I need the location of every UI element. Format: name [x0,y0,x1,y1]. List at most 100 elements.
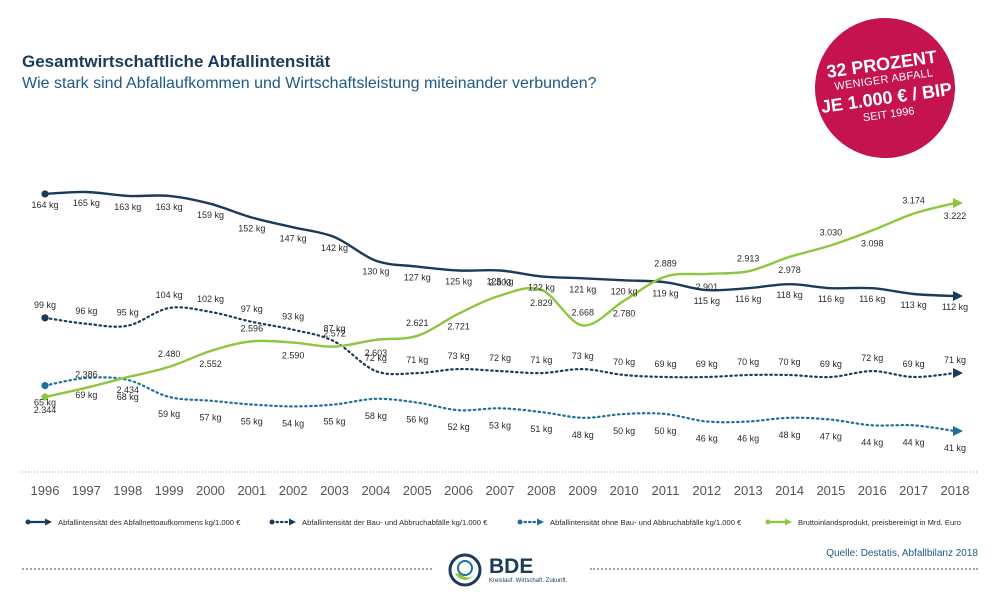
data-label: 3.222 [944,211,967,221]
chart-subtitle: Wie stark sind Abfallaufkommen und Wirts… [22,75,597,92]
data-label: 125 kg [445,276,472,286]
data-label: 44 kg [861,437,883,447]
legend-entry-label: Bruttoinlandsprodukt, preisbereinigt in … [798,518,961,527]
data-label: 122 kg [528,282,555,292]
data-label: 55 kg [241,417,263,427]
series-1-end-arrow [953,291,963,301]
series-line-3 [43,376,957,433]
x-tick-label: 2007 [486,483,515,498]
data-label: 152 kg [238,224,265,234]
data-label: 3.098 [861,238,884,248]
data-label: 3.030 [820,227,843,237]
data-label: 68 kg [117,392,139,402]
x-tick-label: 2005 [403,483,432,498]
legend-entry-label: Abfallintensität ohne Bau- und Abbruchab… [550,518,742,527]
data-label: 113 kg [900,300,926,310]
data-label: 50 kg [654,426,676,436]
series-2-start-point [41,314,49,322]
labels-layer: 164 kg 165 kg 163 kg 163 kg 159 kg 152 kg 147 … [31,196,968,453]
data-label: 2.552 [199,359,222,369]
legend-swatch-arrow [45,518,52,526]
data-label: 95 kg [117,308,139,318]
data-label: 2.434 [116,385,139,395]
data-label: 72 kg [365,353,387,363]
data-label: 69 kg [75,390,97,400]
legend-swatch-dot [765,519,771,525]
source-note: Quelle: Destatis, Abfallbilanz 2018 [826,548,978,559]
data-label: 116 kg [859,294,885,304]
logo-tagline: Kreislauf. Wirtschaft. Zukunft. [489,578,568,584]
x-tick-label: 2016 [858,483,887,498]
data-label: 93 kg [282,312,304,322]
data-label: 72 kg [489,353,511,363]
data-label: 2.603 [365,348,388,358]
footer-divider-left [22,568,432,570]
x-tick-label: 2001 [237,483,266,498]
x-tick-label: 2010 [610,483,639,498]
x-tick-label: 2003 [320,483,349,498]
series-line-2 [43,306,957,379]
data-label: 127 kg [404,273,431,283]
logo-mark-icon [448,553,482,587]
data-label: 54 kg [282,418,304,428]
data-label: 118 kg [776,290,802,300]
series-2-end-arrow [953,368,963,379]
x-tick-label: 2000 [196,483,225,498]
x-tick-label: 1997 [72,483,101,498]
data-label: 59 kg [158,409,180,419]
data-label: 71 kg [530,355,552,365]
data-label: 165 kg [73,198,100,208]
x-tick-labels: 1996 1997 1998 1999 2000 2001 2002 2003 2004 2005… [31,483,970,498]
data-label: 116 kg [818,294,844,304]
data-label: 2.901 [696,282,719,292]
data-label: 125 kg [486,276,513,286]
series-3-start-point [41,381,49,390]
data-label: 116 kg [735,294,761,304]
x-tick-label: 2006 [444,483,473,498]
data-label: 72 kg [861,353,883,363]
series-layer [41,190,963,436]
series-3-end-arrow [953,426,963,436]
data-label: 130 kg [362,267,389,277]
data-label: 2.829 [530,298,553,308]
x-tick-label: 2015 [816,483,845,498]
legend-swatch-dot [25,519,31,525]
x-tick-label: 2013 [734,483,763,498]
data-label: 69 kg [654,359,676,369]
data-label: 96 kg [75,306,97,316]
data-label: 73 kg [448,351,470,361]
x-tick-label: 1999 [155,483,184,498]
data-label: 65 kg [34,398,56,408]
data-label: 70 kg [779,357,801,367]
data-label: 44 kg [903,437,925,447]
data-label: 2.889 [654,259,677,269]
data-label: 87 kg [324,324,346,334]
data-label: 46 kg [737,434,759,444]
data-label: 2.913 [737,253,760,263]
series-1-start-point [41,190,49,198]
data-label: 51 kg [530,424,552,434]
x-tick-label: 1996 [31,483,60,498]
chart-title: Gesamtwirtschaftliche Abfallintensität [22,52,331,71]
series-line-1 [44,190,956,298]
data-label: 70 kg [737,357,759,367]
data-label: 163 kg [156,202,183,212]
series-4-start-point [41,393,49,401]
data-label: 2.721 [447,322,470,332]
data-label: 57 kg [199,413,221,423]
data-label: 73 kg [572,351,594,361]
data-label: 2.590 [282,351,305,361]
series-line-4 [44,201,956,399]
data-label: 55 kg [324,417,346,427]
data-label: 41 kg [944,443,966,453]
data-label: 2.480 [158,349,181,359]
legend: Abfallintensität des Abfallnettoaufkomme… [25,518,961,527]
data-label: 58 kg [365,411,387,421]
x-tick-label: 2011 [651,483,679,498]
data-label: 142 kg [321,243,348,253]
data-label: 2.596 [241,323,264,333]
data-label: 97 kg [241,304,263,314]
data-label: 147 kg [280,233,307,243]
bde-logo: BDE Kreislauf. Wirtschaft. Zukunft. [447,552,567,588]
